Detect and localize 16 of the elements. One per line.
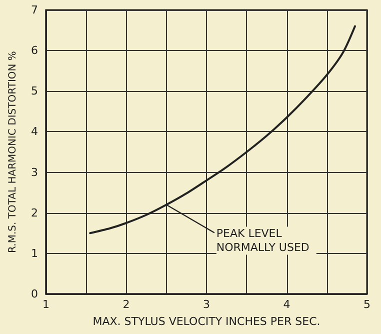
x-tick-label: 4 [283,298,290,311]
annotation: PEAK LEVEL NORMALLY USED [216,227,310,254]
y-tick-label: 7 [31,4,38,16]
y-tick-label: 5 [31,84,38,98]
y-axis-title: R.M.S. TOTAL HARMONIC DISTORTION % [8,51,18,253]
y-tick-label: 6 [31,44,38,58]
y-tick-label: 2 [31,206,38,220]
x-tick-label: 1 [42,298,50,311]
y-tick-label: 0 [31,288,38,300]
y-tick-label: 1 [31,246,38,260]
x-tick-label: 3 [203,298,210,311]
y-tick-label: 4 [31,125,38,138]
y-tick-label: 3 [31,166,38,179]
x-tick-label: 2 [122,298,130,311]
x-tick-label: 5 [364,298,370,311]
x-axis-title: MAX. STYLUS VELOCITY INCHES PER SEC. [92,315,320,328]
